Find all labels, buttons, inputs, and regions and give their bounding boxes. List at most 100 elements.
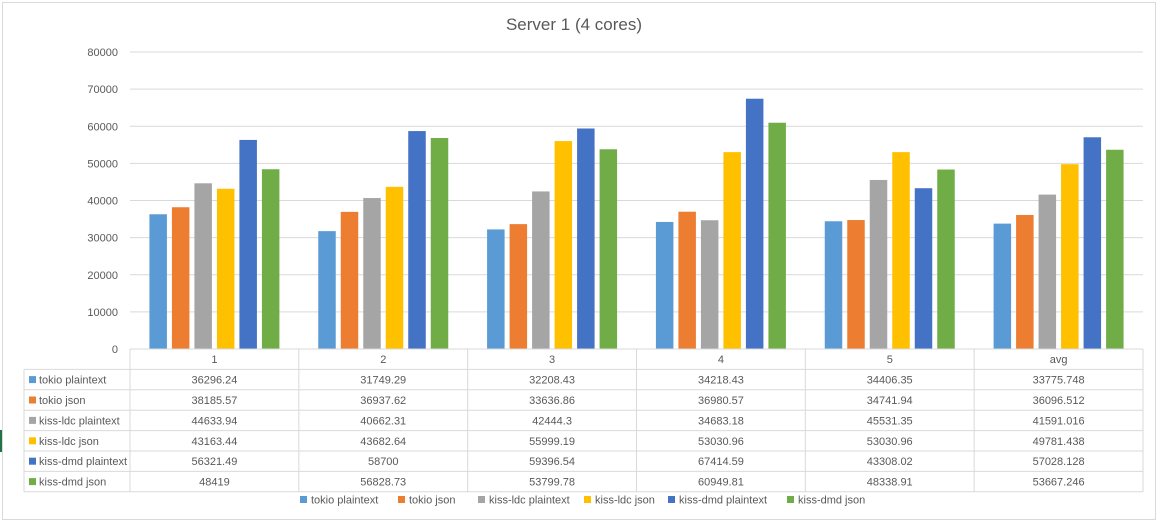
table-cell-value: 38185.57 — [191, 395, 237, 407]
y-tick-label: 0 — [112, 344, 118, 356]
y-tick-label: 30000 — [87, 233, 118, 245]
y-tick-label: 60000 — [87, 121, 118, 133]
y-tick-label: 20000 — [87, 270, 118, 282]
table-cell-value: 33775.748 — [1033, 375, 1085, 387]
bar — [430, 138, 449, 349]
bar — [723, 152, 741, 349]
bar — [340, 211, 359, 349]
legend-label: kiss-ldc json — [595, 495, 655, 507]
bar — [824, 221, 843, 349]
selection-marker — [0, 430, 2, 452]
x-tick-label: 1 — [211, 354, 217, 366]
bar — [768, 122, 786, 349]
table-cell-value: 33636.86 — [529, 395, 575, 407]
table-cell-value: 48338.91 — [867, 477, 913, 489]
table-cell-value: 34218.43 — [698, 375, 744, 387]
bar — [678, 211, 696, 349]
table-cell-value: 49781.438 — [1033, 436, 1085, 448]
bar — [318, 231, 336, 349]
table-cell-value: 59396.54 — [529, 456, 575, 468]
bar — [869, 179, 888, 349]
bar — [1106, 149, 1124, 349]
legend-swatch — [668, 496, 675, 503]
table-cell-value: 36980.57 — [698, 395, 744, 407]
bar — [655, 221, 674, 349]
legend-swatch — [478, 496, 485, 503]
table-cell-value: 36937.62 — [360, 395, 406, 407]
legend-key-swatch — [29, 437, 36, 445]
bar — [532, 191, 550, 349]
legend-label: tokio json — [409, 495, 455, 507]
legend-label: kiss-ldc plaintext — [489, 495, 570, 507]
table-cell-value: 58700 — [368, 456, 399, 468]
legend-label: kiss-dmd plaintext — [679, 495, 767, 507]
bar — [509, 224, 528, 349]
x-tick-label: 4 — [718, 354, 724, 366]
chart-title: Server 1 (4 cores) — [506, 15, 642, 34]
table-cell-value: 34406.35 — [867, 375, 913, 387]
table-cell-value: 43308.02 — [867, 456, 913, 468]
x-tick-label: 5 — [887, 354, 893, 366]
table-cell-value: 42444.3 — [532, 415, 572, 427]
legend: tokio plaintext tokio json kiss-ldc plaint… — [300, 495, 865, 507]
bar — [261, 169, 280, 349]
legend-swatch — [584, 496, 591, 503]
table-cell-value: 56828.73 — [360, 477, 406, 489]
gridlines — [130, 51, 1143, 313]
table-cell-value: 43163.44 — [191, 436, 237, 448]
legend-key-swatch — [29, 478, 36, 486]
bar — [149, 214, 167, 349]
bar — [1016, 214, 1034, 349]
bar — [847, 220, 865, 349]
legend-swatch — [787, 496, 794, 503]
table-cell-value: 45531.35 — [867, 415, 913, 427]
bar — [914, 188, 933, 349]
legend-key-swatch — [29, 396, 36, 404]
x-tick-label: 3 — [549, 354, 555, 366]
table-series-name: tokio json — [39, 395, 85, 407]
table-series-name: kiss-dmd plaintext — [39, 456, 127, 468]
y-tick-label: 80000 — [87, 47, 118, 59]
table-cell-value: 56321.49 — [191, 456, 237, 468]
bar — [1061, 164, 1079, 349]
legend-swatch — [398, 496, 405, 503]
table-cell-value: 67414.59 — [698, 456, 744, 468]
bar — [239, 139, 257, 349]
bar — [577, 128, 595, 349]
legend-swatch — [300, 496, 307, 503]
bars — [149, 98, 1124, 350]
table-cell-value: 60949.81 — [698, 477, 744, 489]
table-series-name: kiss-ldc json — [39, 436, 99, 448]
bar — [993, 223, 1012, 349]
legend-label: kiss-dmd json — [798, 495, 865, 507]
table-cell-value: 34683.18 — [698, 415, 744, 427]
table-series-name: tokio plaintext — [39, 375, 106, 387]
table-cell-value: 53667.246 — [1033, 477, 1085, 489]
table-series-name: kiss-dmd json — [39, 477, 106, 489]
bar — [745, 98, 764, 350]
table-cell-value: 31749.29 — [360, 375, 406, 387]
table-cell-value: 36296.24 — [191, 375, 237, 387]
table-cell-value: 48419 — [199, 477, 230, 489]
y-axis: 0 10000 20000 30000 40000 50000 60000 70000 8000… — [87, 47, 118, 356]
table-cell-value: 55999.19 — [529, 436, 575, 448]
table-cell-value: 53030.96 — [698, 436, 744, 448]
legend-key-swatch — [29, 416, 36, 424]
table-cell-value: 53799.78 — [529, 477, 575, 489]
table-cell-value: 53030.96 — [867, 436, 913, 448]
bar — [216, 188, 235, 349]
table-cell-value: 41591.016 — [1033, 415, 1085, 427]
y-tick-label: 50000 — [87, 158, 118, 170]
legend-key-swatch — [29, 457, 36, 465]
bar — [892, 152, 910, 349]
y-tick-label: 70000 — [87, 84, 118, 96]
table-cell-value: 36096.512 — [1033, 395, 1085, 407]
x-tick-label: 2 — [380, 354, 386, 366]
bar — [554, 141, 573, 349]
bar — [487, 229, 505, 349]
bar — [194, 183, 212, 349]
table-cell-value: 40662.31 — [360, 415, 406, 427]
table-cell-value: 43682.64 — [360, 436, 406, 448]
table-series-name: kiss-ldc plaintext — [39, 415, 120, 427]
